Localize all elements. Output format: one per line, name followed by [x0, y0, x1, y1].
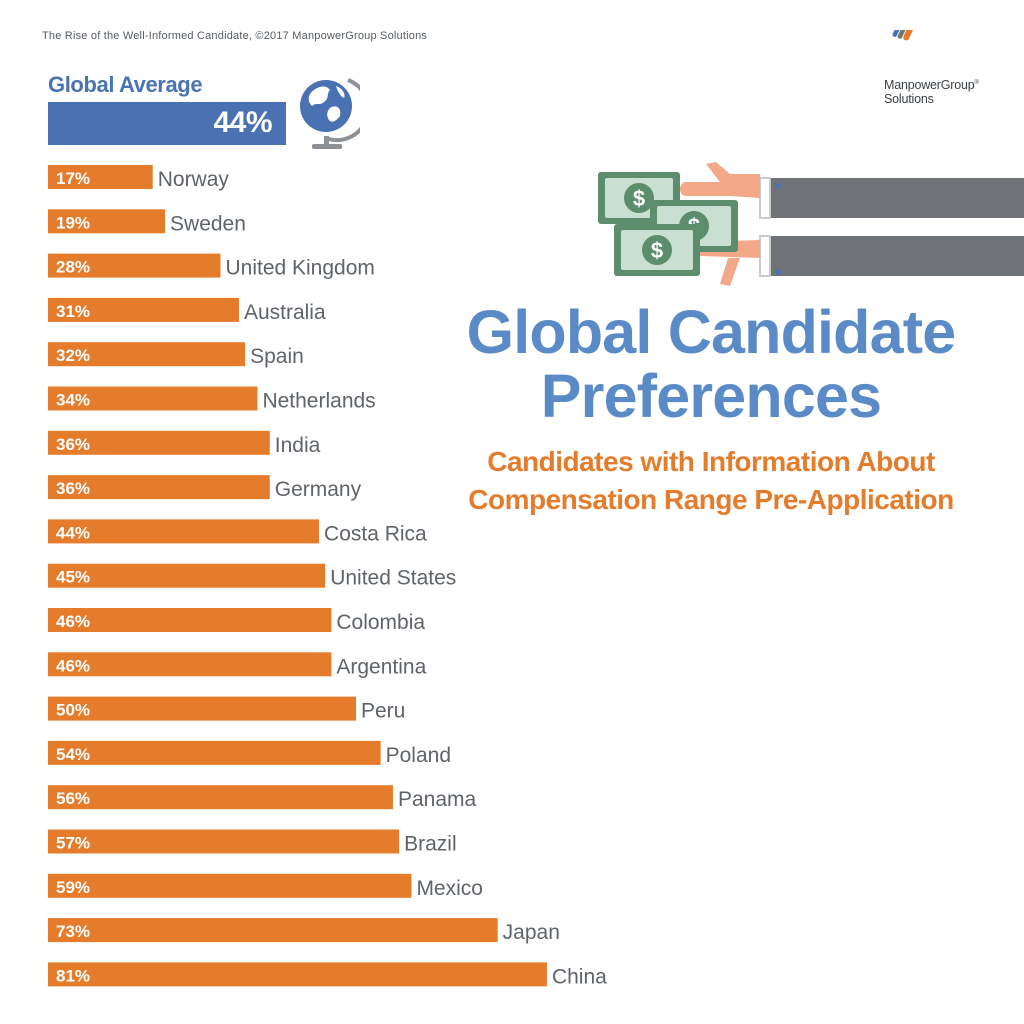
bar-value-label: 31%	[56, 302, 90, 321]
logo-line2: Solutions	[884, 92, 934, 107]
bar-value-label: 32%	[56, 346, 90, 365]
bar-australia	[48, 297, 239, 322]
svg-text:$: $	[651, 238, 663, 263]
bar-category-label: India	[275, 434, 321, 457]
bar-category-label: Sweden	[170, 212, 246, 235]
bar-value-label: 34%	[56, 391, 90, 410]
bar-norway	[48, 165, 153, 189]
bar-category-label: Poland	[386, 744, 451, 767]
manpowergroup-logo: ManpowerGroup® Solutions	[884, 19, 1004, 110]
bar-category-label: United Kingdom	[225, 257, 374, 280]
bar-value-label: 19%	[56, 213, 90, 232]
bar-brazil	[48, 829, 400, 854]
bar-category-label: Japan	[503, 921, 560, 944]
global-average-label: Global Average	[48, 72, 203, 97]
bar-category-label: United States	[330, 567, 456, 590]
logo-text: ManpowerGroup® Solutions	[884, 76, 979, 106]
svg-text:$: $	[633, 186, 645, 211]
bar-peru	[48, 696, 356, 721]
bar-value-label: 45%	[56, 568, 90, 587]
bar-value-label: 73%	[56, 922, 90, 941]
bar-value-label: 36%	[56, 479, 90, 498]
bar-category-label: Peru	[361, 700, 405, 723]
bar-colombia	[48, 608, 332, 632]
bar-category-label: Argentina	[336, 655, 426, 678]
bar-value-label: 44%	[56, 523, 90, 542]
bar-value-label: 54%	[56, 745, 90, 764]
bar-category-label: Costa Rica	[324, 522, 427, 545]
country-bar-chart: 17% Norway 19% Sweden 28% United Kingdom 31% Au…	[48, 165, 607, 988]
bar-value-label: 17%	[56, 169, 90, 188]
chart-title: Global Candidate Preferences	[466, 298, 957, 430]
bar-spain	[48, 342, 246, 367]
bar-category-label: Panama	[398, 788, 477, 811]
bar-germany	[48, 475, 270, 500]
bar-category-label: China	[552, 965, 607, 988]
bar-japan	[48, 918, 498, 943]
logo-line1: ManpowerGroup	[884, 78, 975, 93]
bar-category-label: Netherlands	[262, 390, 375, 413]
source-note: The Rise of the Well-Informed Candidate,…	[42, 30, 428, 42]
bar-netherlands	[48, 386, 258, 411]
global-average-bar: 44%	[48, 102, 286, 145]
bar-india	[48, 430, 270, 455]
bar-category-label: Spain	[250, 345, 304, 368]
bar-value-label: 56%	[56, 789, 90, 808]
bar-argentina	[48, 652, 332, 677]
global-average-value: 44%	[213, 106, 272, 139]
bar-value-label: 59%	[56, 878, 90, 897]
bar-value-label: 57%	[56, 834, 90, 853]
bar-poland	[48, 740, 381, 765]
globe-icon	[300, 78, 360, 149]
bar-category-label: Colombia	[336, 611, 425, 634]
money-handoff-icon: $ $ $	[598, 162, 1024, 286]
bar-value-label: 81%	[56, 966, 90, 985]
bar-value-label: 46%	[56, 656, 90, 675]
bar-category-label: Norway	[158, 168, 230, 191]
bar-costa-rica	[48, 519, 320, 544]
bar-panama	[48, 785, 393, 810]
bar-mexico	[48, 873, 412, 898]
bar-china	[48, 962, 547, 987]
logo-reg-mark: ®	[974, 80, 979, 86]
bar-united-states	[48, 563, 326, 588]
bar-value-label: 28%	[56, 258, 90, 277]
bar-value-label: 36%	[56, 435, 90, 454]
bar-category-label: Germany	[275, 478, 362, 501]
logo-stripes-icon	[892, 19, 917, 41]
chart-subtitle: Candidates with Information About Compen…	[468, 446, 954, 515]
bar-united-kingdom	[48, 253, 221, 278]
bar-value-label: 50%	[56, 701, 90, 720]
bar-sweden	[48, 209, 166, 234]
bar-category-label: Australia	[244, 301, 326, 324]
bar-value-label: 46%	[56, 612, 90, 631]
bar-category-label: Mexico	[416, 877, 483, 900]
bar-category-label: Brazil	[404, 833, 457, 856]
